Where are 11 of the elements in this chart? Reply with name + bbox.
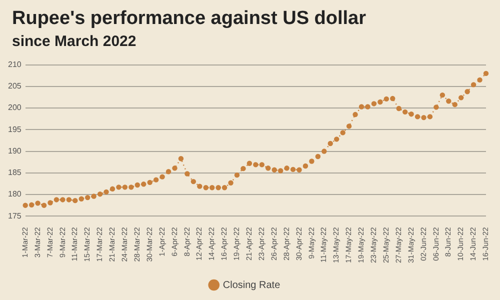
- y-tick-label: 205: [8, 82, 22, 91]
- y-tick-label: 210: [8, 60, 22, 70]
- y-tick-label: 175: [8, 211, 22, 220]
- y-tick-label: 195: [8, 124, 22, 134]
- legend-label: Closing Rate: [222, 280, 281, 291]
- y-tick-label: 185: [8, 168, 22, 178]
- y-tick-label: 180: [8, 190, 22, 199]
- chart-title: Rupee's performance against US dollar: [12, 8, 366, 30]
- chart-subtitle: since March 2022: [12, 33, 136, 50]
- y-tick-label: 200: [8, 103, 22, 112]
- y-tick-label: 190: [8, 146, 22, 156]
